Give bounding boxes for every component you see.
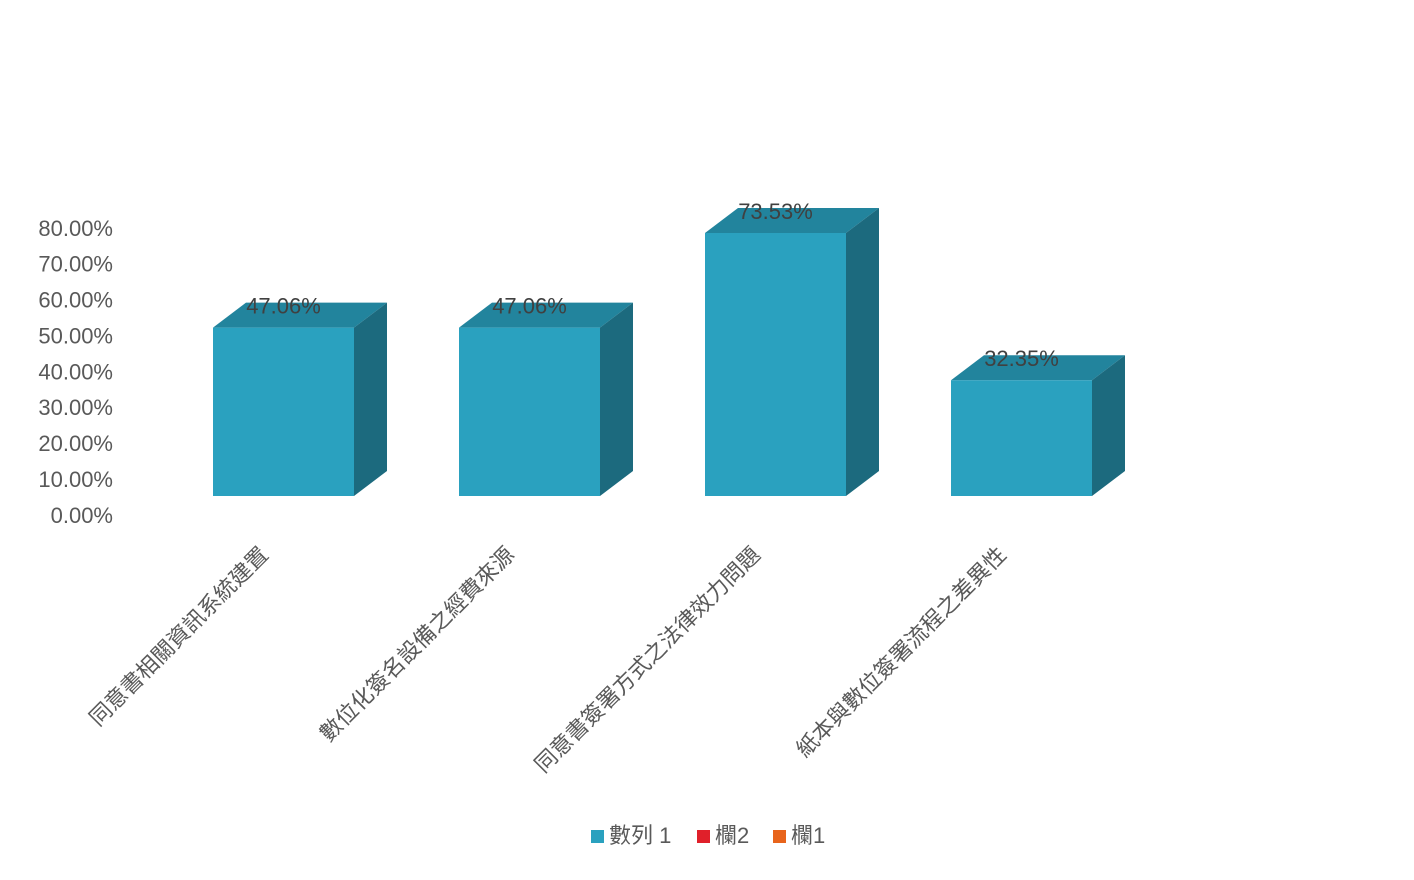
bar-front: [459, 327, 600, 496]
y-tick-label: 60.00%: [38, 288, 113, 313]
bar-top: [459, 302, 633, 328]
legend-label: 數列 1: [609, 823, 671, 848]
x-tick-label: 紙本與數位簽署流程之差異性: [791, 542, 1011, 762]
bar-side: [1092, 355, 1125, 496]
bar: [213, 302, 387, 496]
y-tick-label: 10.00%: [38, 467, 113, 492]
bar-front: [213, 327, 354, 496]
legend-swatch: [697, 830, 710, 843]
bar-top: [705, 208, 879, 234]
data-label: 32.35%: [984, 346, 1059, 371]
bar-side: [600, 302, 633, 496]
legend-swatch: [591, 830, 604, 843]
y-tick-label: 80.00%: [38, 216, 113, 241]
bar: [705, 208, 879, 496]
x-tick-label: 數位化簽名設備之經費來源: [315, 542, 519, 746]
y-tick-label: 20.00%: [38, 431, 113, 456]
bar: [459, 302, 633, 496]
bar-top: [951, 355, 1125, 381]
data-label: 73.53%: [738, 199, 813, 224]
data-label: 47.06%: [492, 293, 567, 318]
legend-label: 欄2: [715, 823, 749, 848]
x-tick-label: 同意書相關資訊系統建置: [84, 542, 273, 731]
data-label: 47.06%: [246, 293, 321, 318]
bar-side: [354, 302, 387, 496]
bar-top: [213, 302, 387, 328]
bar-front: [705, 233, 846, 496]
x-tick-label: 同意書簽署方式之法律效力問題: [530, 542, 765, 777]
y-tick-label: 70.00%: [38, 252, 113, 277]
legend-label: 欄1: [791, 823, 825, 848]
y-tick-label: 30.00%: [38, 395, 113, 420]
bar: [951, 355, 1125, 496]
bar-side: [846, 208, 879, 496]
y-tick-label: 40.00%: [38, 359, 113, 384]
y-tick-label: 0.00%: [51, 503, 113, 528]
bar-front: [951, 380, 1092, 496]
y-tick-label: 50.00%: [38, 323, 113, 348]
legend-swatch: [773, 830, 786, 843]
